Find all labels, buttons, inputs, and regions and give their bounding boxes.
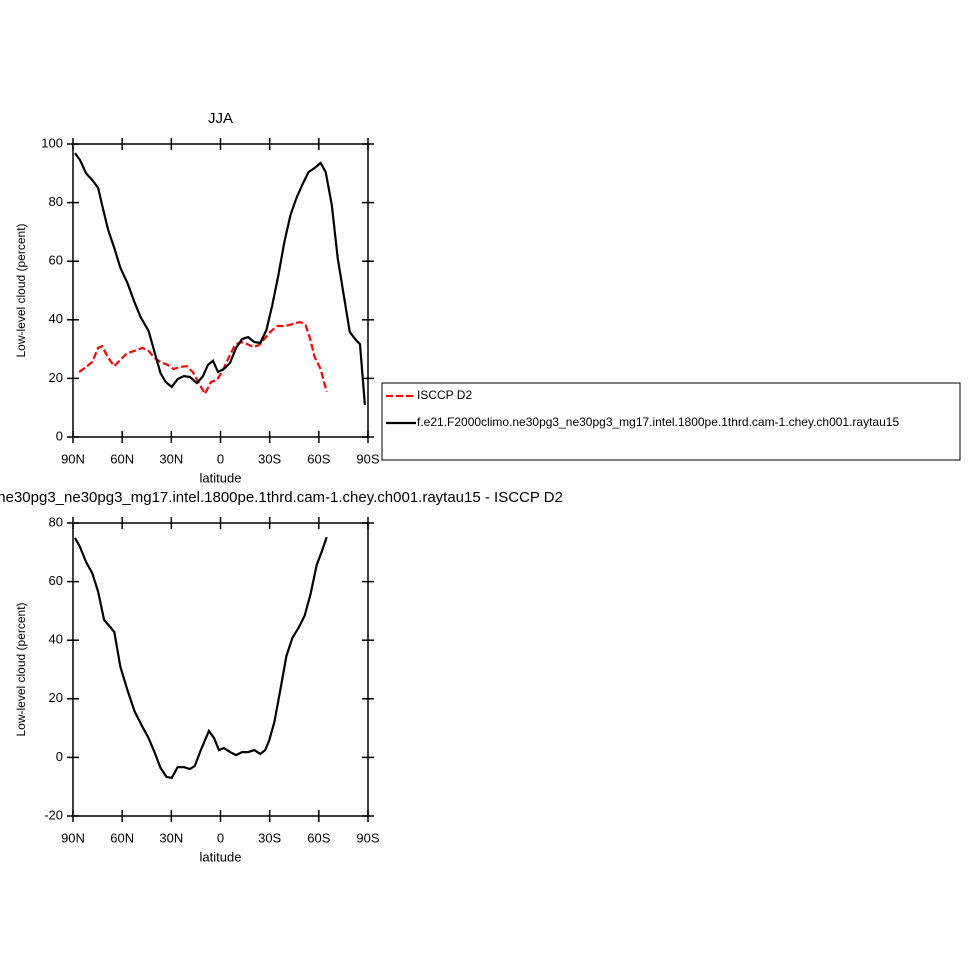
data-line (74, 536, 328, 780)
x-tick-label: 90S (356, 451, 379, 466)
x-tick-label: 0 (217, 830, 224, 845)
x-tick-label: 60S (307, 451, 330, 466)
plot-frame (72, 522, 369, 817)
x-tick-label: 0 (217, 451, 224, 466)
y-tick-label: 100 (41, 135, 63, 150)
x-tick-label: 60S (307, 830, 330, 845)
y-tick-label: 60 (49, 573, 63, 588)
chart-title: f.e21.F2000climo.ne30pg3_ne30pg3_mg17.in… (0, 489, 563, 506)
x-axis-label: latitude (200, 470, 242, 485)
plot-frame (72, 143, 369, 438)
legend-label: f.e21.F2000climo.ne30pg3_ne30pg3_mg17.in… (417, 415, 899, 429)
x-axis-label: latitude (200, 849, 242, 864)
data-line (74, 152, 366, 406)
y-tick-label: 60 (49, 253, 63, 268)
x-tick-label: 30N (159, 451, 183, 466)
y-tick-label: -20 (44, 807, 63, 822)
legend-box (381, 382, 961, 461)
y-tick-label: 40 (49, 632, 63, 647)
x-tick-label: 90S (356, 830, 379, 845)
y-axis-label: Low-level cloud (percent) (14, 223, 28, 357)
y-tick-label: 20 (49, 370, 63, 385)
x-tick-label: 30S (258, 830, 281, 845)
y-tick-label: 20 (49, 690, 63, 705)
x-tick-label: 60N (110, 451, 134, 466)
x-tick-label: 30S (258, 451, 281, 466)
y-tick-label: 0 (56, 749, 63, 764)
y-tick-label: 80 (49, 194, 63, 209)
y-tick-label: 40 (49, 311, 63, 326)
x-tick-label: 90N (61, 451, 85, 466)
data-line (78, 320, 328, 397)
y-axis-label: Low-level cloud (percent) (14, 602, 28, 736)
x-tick-label: 90N (61, 830, 85, 845)
y-tick-label: 0 (56, 428, 63, 443)
x-tick-label: 30N (159, 830, 183, 845)
x-tick-label: 60N (110, 830, 134, 845)
legend-label: ISCCP D2 (417, 388, 472, 402)
chart-title: JJA (208, 110, 233, 127)
y-tick-label: 80 (49, 514, 63, 529)
